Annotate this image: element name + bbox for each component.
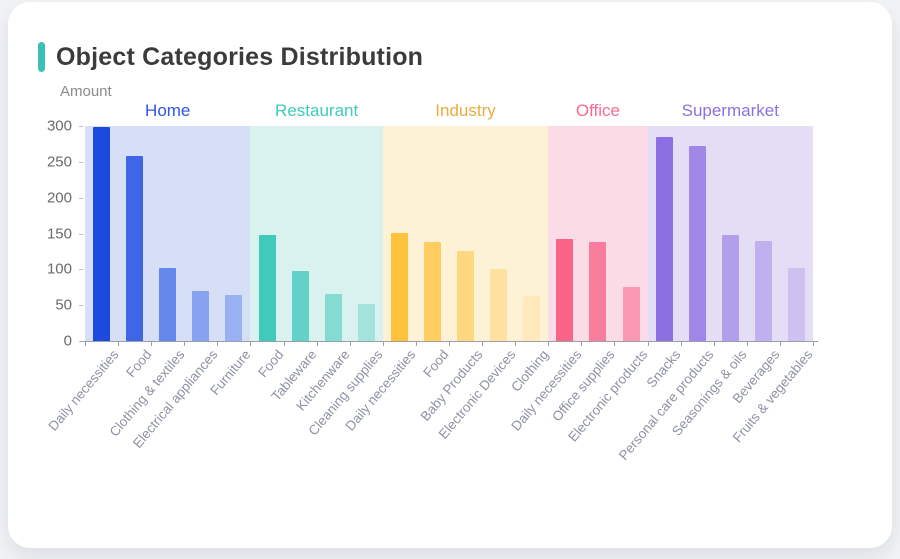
- x-axis-tick-22: [813, 341, 814, 346]
- x-axis-tick-11: [449, 341, 450, 346]
- x-axis-tick-5: [250, 341, 252, 346]
- group-label-restaurant: Restaurant: [275, 101, 359, 120]
- x-axis-tick-7: [316, 341, 318, 346]
- y-tick-mark-100: [79, 269, 83, 271]
- y-tick-mark-250: [79, 161, 83, 163]
- y-tick-label-100: 100: [46, 260, 72, 278]
- y-tick-label-50: 50: [55, 296, 72, 314]
- y-tick-label-250: 250: [46, 153, 72, 171]
- x-axis-tick-15: [581, 341, 583, 346]
- bar-industry-electronic-devices[interactable]: [490, 269, 508, 341]
- x-axis-tick-6: [283, 341, 285, 346]
- bar-restaurant-kitchenware[interactable]: [324, 294, 342, 341]
- x-axis-tick-1: [118, 341, 120, 346]
- y-tick-label-200: 200: [46, 189, 72, 207]
- x-axis-tick-19: [713, 341, 715, 346]
- y-tick-mark-150: [79, 233, 83, 235]
- title-row: Object Categories Distribution: [38, 42, 423, 72]
- group-label-home: Home: [145, 101, 191, 120]
- bar-restaurant-tableware[interactable]: [291, 271, 309, 341]
- bar-supermarket-beverages[interactable]: [754, 241, 772, 341]
- y-tick-mark-50: [79, 305, 83, 307]
- bar-home-furniture[interactable]: [225, 295, 243, 341]
- x-axis-tick-4: [217, 341, 219, 346]
- y-tick-label-150: 150: [46, 225, 72, 242]
- bar-supermarket-seasonings-oils[interactable]: [721, 235, 739, 341]
- x-axis-tick-20: [746, 341, 748, 346]
- y-tick-label-0: 0: [63, 332, 72, 350]
- bar-restaurant-food[interactable]: [258, 235, 276, 341]
- group-label-supermarket: Supermarket: [681, 101, 779, 120]
- x-axis-tick-8: [349, 341, 351, 346]
- x-axis-tick-3: [184, 341, 186, 346]
- group-label-office: Office: [575, 101, 620, 120]
- x-axis-tick-13: [515, 341, 517, 346]
- x-axis-tick-21: [779, 341, 781, 346]
- bar-industry-baby-products[interactable]: [457, 251, 475, 341]
- bar-industry-food[interactable]: [423, 242, 441, 341]
- bar-supermarket-snacks[interactable]: [655, 137, 673, 341]
- bar-chart-plot-area: 0 50 100 150 200 250 300 Home Daily necessities F…: [8, 2, 892, 548]
- chart-title: Object Categories Distribution: [56, 42, 424, 71]
- x-axis-tick-0: [85, 341, 86, 346]
- x-axis-tick-17: [647, 341, 649, 346]
- x-axis-tick-14: [548, 341, 550, 346]
- bar-office-daily-necessities[interactable]: [556, 239, 574, 341]
- x-axis-tick-2: [151, 341, 153, 346]
- chart-card: Object Categories Distribution Amount 0 5…: [8, 2, 892, 548]
- title-accent-bar: [38, 42, 45, 72]
- x-axis-tick-10: [415, 341, 417, 346]
- y-tick-mark-300: [79, 126, 83, 127]
- bar-supermarket-personal-care-products[interactable]: [688, 146, 706, 341]
- bar-home-food[interactable]: [126, 156, 144, 341]
- bar-industry-clothing[interactable]: [523, 296, 541, 341]
- x-axis-tick-18: [680, 341, 682, 346]
- bar-home-daily-necessities[interactable]: [93, 127, 111, 341]
- y-axis-title: Amount: [60, 83, 112, 100]
- y-tick-mark-200: [79, 197, 83, 199]
- bar-office-electronic-products[interactable]: [622, 287, 640, 341]
- x-axis-tick-12: [482, 341, 484, 346]
- bar-home-electrical-appliances[interactable]: [192, 291, 210, 341]
- group-label-industry: Industry: [435, 101, 496, 120]
- bar-home-clothing-textiles[interactable]: [159, 268, 177, 341]
- bar-office-office-supplies[interactable]: [589, 242, 607, 341]
- bar-restaurant-cleaning-supplies[interactable]: [357, 304, 375, 341]
- y-tick-label-300: 300: [46, 117, 72, 135]
- x-axis-tick-16: [614, 341, 616, 346]
- bar-industry-daily-necessities[interactable]: [390, 233, 408, 341]
- x-axis-tick-9: [382, 341, 384, 346]
- bar-supermarket-fruits-vegetables[interactable]: [787, 268, 805, 341]
